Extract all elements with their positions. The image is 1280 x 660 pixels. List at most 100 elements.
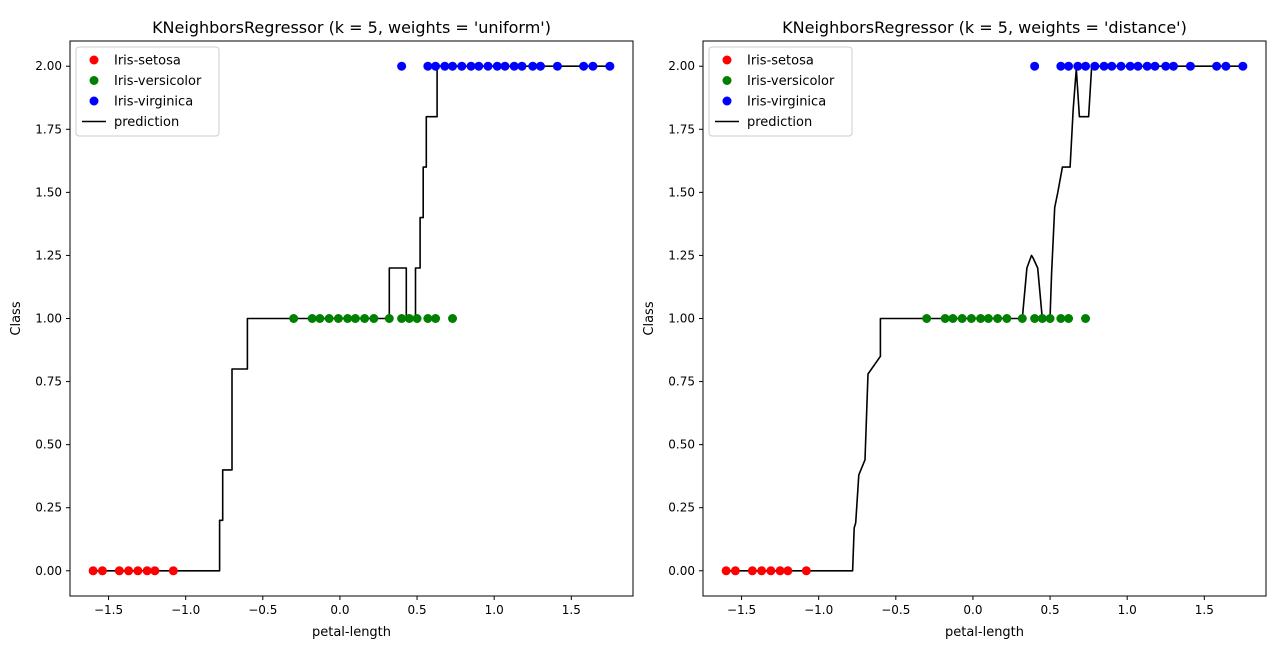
plot-frame	[702, 40, 1267, 597]
point-iris-versicolor	[922, 314, 932, 323]
point-iris-versicolor	[343, 314, 353, 323]
point-iris-setosa	[114, 566, 124, 576]
y-tick-label: 0.00	[35, 564, 62, 578]
point-iris-virginica	[528, 61, 538, 71]
legend: Iris-setosa Iris-versicolor Iris-virginica…	[75, 46, 220, 137]
y-tick-label: 0.75	[35, 375, 62, 389]
point-iris-virginica	[552, 61, 562, 71]
x-tick-label: −1.0	[171, 603, 200, 617]
legend-label: Iris-versicolor	[114, 74, 202, 89]
y-axis-label: Class	[642, 301, 657, 335]
point-iris-setosa	[142, 566, 152, 576]
point-iris-virginica	[1238, 61, 1248, 71]
point-iris-versicolor	[412, 314, 422, 323]
point-iris-versicolor	[315, 314, 325, 323]
point-iris-virginica	[1212, 61, 1222, 71]
plot-area	[88, 61, 615, 576]
y-tick-label: 1.50	[35, 185, 62, 199]
legend-box	[75, 46, 220, 137]
point-iris-setosa	[730, 566, 740, 576]
y-tick-label: 1.00	[668, 312, 695, 326]
legend-dot-marker	[89, 55, 99, 65]
point-iris-virginica	[1125, 61, 1135, 71]
y-tick-label: 1.00	[35, 312, 62, 326]
point-iris-versicolor	[397, 314, 407, 323]
y-tick-label: 0.50	[668, 438, 695, 452]
point-iris-virginica	[588, 61, 598, 71]
point-iris-versicolor	[1017, 314, 1027, 323]
point-iris-setosa	[757, 566, 767, 576]
point-iris-versicolor	[1045, 314, 1055, 323]
point-iris-versicolor	[1037, 314, 1047, 323]
point-iris-setosa	[124, 566, 134, 576]
legend-dot-marker	[722, 76, 732, 85]
y-tick-label: 1.50	[668, 185, 695, 199]
x-tick-label: −1.5	[727, 603, 756, 617]
legend-label: Iris-setosa	[747, 54, 814, 69]
y-tick-label: 0.25	[35, 501, 62, 515]
x-tick-label: 1.0	[485, 603, 504, 617]
y-axis-label: Class	[9, 301, 24, 335]
point-iris-virginica	[457, 61, 467, 71]
y-tick-label: 0.50	[35, 438, 62, 452]
point-iris-versicolor	[940, 314, 950, 323]
x-tick-label: −1.0	[804, 603, 833, 617]
y-tick-label: 0.75	[668, 375, 695, 389]
legend-box	[708, 46, 853, 137]
point-iris-virginica	[1107, 61, 1117, 71]
x-tick-label: −1.5	[94, 603, 123, 617]
point-iris-versicolor	[966, 314, 976, 323]
x-tick-label: 0.0	[330, 603, 349, 617]
legend-label: Iris-virginica	[114, 95, 193, 110]
point-iris-virginica	[492, 61, 502, 71]
point-iris-virginica	[1073, 61, 1083, 71]
point-iris-setosa	[97, 566, 107, 576]
legend-label: Iris-virginica	[747, 95, 826, 110]
point-iris-virginica	[579, 61, 589, 71]
point-iris-versicolor	[333, 314, 343, 323]
point-iris-versicolor	[289, 314, 299, 323]
point-iris-versicolor	[384, 314, 394, 323]
point-iris-virginica	[1090, 61, 1100, 71]
point-iris-versicolor	[1081, 314, 1091, 323]
x-tick-label: 1.5	[1195, 603, 1214, 617]
point-iris-versicolor	[957, 314, 967, 323]
x-tick-label: 0.0	[963, 603, 982, 617]
legend-label: prediction	[747, 115, 812, 130]
point-iris-virginica	[423, 61, 433, 71]
legend-label: prediction	[114, 115, 179, 130]
point-iris-virginica	[1099, 61, 1109, 71]
point-iris-setosa	[721, 566, 731, 576]
chart-panel-1: KNeighborsRegressor (k = 5, weights = 'u…	[9, 18, 634, 640]
y-tick-label: 2.00	[668, 59, 695, 73]
point-iris-setosa	[766, 566, 776, 576]
point-iris-setosa	[133, 566, 143, 576]
point-iris-setosa	[775, 566, 785, 576]
point-iris-virginica	[397, 61, 407, 71]
point-iris-versicolor	[983, 314, 993, 323]
chart-title: KNeighborsRegressor (k = 5, weights = 'u…	[152, 18, 551, 37]
point-iris-virginica	[448, 61, 458, 71]
point-iris-virginica	[1064, 61, 1074, 71]
point-iris-setosa	[747, 566, 757, 576]
point-iris-versicolor	[976, 314, 986, 323]
y-tick-label: 1.25	[35, 248, 62, 262]
point-iris-virginica	[483, 61, 493, 71]
plot-area	[721, 61, 1248, 576]
point-iris-versicolor	[993, 314, 1003, 323]
point-iris-virginica	[1116, 61, 1126, 71]
point-iris-versicolor	[1030, 314, 1040, 323]
legend-dot-marker	[89, 76, 99, 85]
point-iris-virginica	[431, 61, 441, 71]
x-tick-label: 1.5	[562, 603, 581, 617]
legend-dot-marker	[89, 96, 99, 106]
y-tick-label: 0.25	[668, 501, 695, 515]
chart-title: KNeighborsRegressor (k = 5, weights = 'd…	[782, 18, 1187, 37]
x-tick-label: −0.5	[248, 603, 277, 617]
point-iris-virginica	[1133, 61, 1143, 71]
point-iris-versicolor	[448, 314, 458, 323]
point-iris-virginica	[440, 61, 450, 71]
point-iris-versicolor	[369, 314, 379, 323]
x-axis-label: petal-length	[945, 625, 1024, 640]
